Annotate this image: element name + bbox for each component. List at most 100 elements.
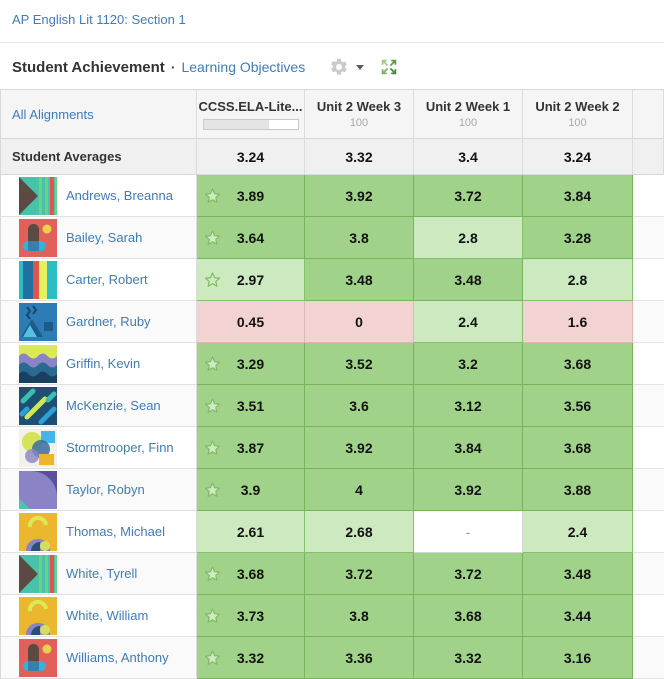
student-name-link[interactable]: White, William bbox=[66, 608, 149, 623]
student-name-link[interactable]: Gardner, Ruby bbox=[66, 314, 151, 329]
score-cell[interactable]: 3.8 bbox=[305, 217, 414, 259]
student-name-link[interactable]: Carter, Robert bbox=[66, 272, 148, 287]
score-cell[interactable]: 3.72 bbox=[414, 553, 523, 595]
score-cell[interactable]: 2.4 bbox=[414, 301, 523, 343]
score-cell[interactable]: 3.84 bbox=[414, 427, 523, 469]
score-cell[interactable]: 3.68 bbox=[197, 553, 305, 595]
score-cell[interactable]: 2.97 bbox=[197, 259, 305, 301]
score-cell[interactable]: 3.28 bbox=[523, 217, 633, 259]
score-cell[interactable]: 3.44 bbox=[523, 595, 633, 637]
score-cell[interactable]: 2.68 bbox=[305, 511, 414, 553]
student-row: Thomas, Michael 2.61 2.68 - 2.4 bbox=[1, 511, 664, 553]
score-cell[interactable]: 3.48 bbox=[305, 259, 414, 301]
score-value: 3.88 bbox=[563, 481, 592, 498]
score-cell[interactable]: 2.8 bbox=[523, 259, 633, 301]
student-name-link[interactable]: Andrews, Breanna bbox=[66, 188, 173, 203]
student-row: Taylor, Robyn 3.9 4 3.92 3.88 bbox=[1, 469, 664, 511]
score-cell[interactable]: 3.9 bbox=[197, 469, 305, 511]
score-value: 3.68 bbox=[236, 565, 265, 582]
score-cell[interactable]: 3.56 bbox=[523, 385, 633, 427]
score-cell[interactable]: 4 bbox=[305, 469, 414, 511]
course-link[interactable]: AP English Lit 1120: Section 1 bbox=[12, 12, 186, 27]
score-cell[interactable]: 3.29 bbox=[197, 343, 305, 385]
student-avatar[interactable] bbox=[19, 638, 57, 677]
score-cell[interactable]: 3.92 bbox=[305, 175, 414, 217]
score-cell[interactable]: 3.64 bbox=[197, 217, 305, 259]
score-cell[interactable]: 2.61 bbox=[197, 511, 305, 553]
student-row: White, Tyrell 3.68 3.72 3.72 3.48 bbox=[1, 553, 664, 595]
score-cell[interactable]: 3.84 bbox=[523, 175, 633, 217]
expand-button[interactable] bbox=[380, 58, 398, 76]
student-avatar[interactable] bbox=[19, 176, 57, 215]
student-avatar[interactable] bbox=[19, 596, 57, 635]
score-cell[interactable]: 3.92 bbox=[305, 427, 414, 469]
learning-objectives-link[interactable]: Learning Objectives bbox=[181, 59, 306, 75]
score-cell[interactable]: 3.6 bbox=[305, 385, 414, 427]
score-cell[interactable]: 3.72 bbox=[414, 175, 523, 217]
score-value: 2.61 bbox=[236, 523, 265, 540]
student-name-link[interactable]: Thomas, Michael bbox=[66, 524, 165, 539]
score-cell[interactable]: 3.32 bbox=[414, 637, 523, 679]
score-cell[interactable]: 3.88 bbox=[523, 469, 633, 511]
score-cell[interactable]: 3.68 bbox=[523, 427, 633, 469]
student-name-link[interactable]: Bailey, Sarah bbox=[66, 230, 143, 245]
student-avatar[interactable] bbox=[19, 428, 57, 467]
score-value: 3.51 bbox=[236, 397, 265, 414]
settings-menu-button[interactable] bbox=[329, 57, 365, 77]
empty-cell bbox=[633, 469, 664, 511]
achievement-grid: All Alignments CCSS.ELA-Lite... Unit 2 W… bbox=[0, 89, 664, 679]
column-header-ccss[interactable]: CCSS.ELA-Lite... bbox=[197, 90, 305, 139]
score-cell[interactable]: 3.68 bbox=[414, 595, 523, 637]
score-cell[interactable]: 3.92 bbox=[414, 469, 523, 511]
student-avatar[interactable] bbox=[19, 554, 57, 593]
all-alignments-link[interactable]: All Alignments bbox=[12, 106, 94, 122]
score-cell[interactable]: 3.2 bbox=[414, 343, 523, 385]
column-header-unit-2-week-1[interactable]: Unit 2 Week 1 100 bbox=[414, 90, 523, 139]
score-value: 3.89 bbox=[236, 187, 265, 204]
score-cell[interactable]: 3.32 bbox=[197, 637, 305, 679]
student-avatar[interactable] bbox=[19, 260, 57, 299]
score-cell[interactable]: 3.48 bbox=[523, 553, 633, 595]
column-header-unit-2-week-3[interactable]: Unit 2 Week 3 100 bbox=[305, 90, 414, 139]
student-avatar[interactable] bbox=[19, 512, 57, 551]
score-cell[interactable]: 3.89 bbox=[197, 175, 305, 217]
student-name-link[interactable]: Stormtrooper, Finn bbox=[66, 440, 174, 455]
score-cell[interactable]: 0 bbox=[305, 301, 414, 343]
gear-icon bbox=[331, 58, 348, 75]
score-cell[interactable]: 3.72 bbox=[305, 553, 414, 595]
student-name-link[interactable]: Taylor, Robyn bbox=[66, 482, 145, 497]
student-avatar[interactable] bbox=[19, 302, 57, 341]
score-cell[interactable]: 3.48 bbox=[414, 259, 523, 301]
student-avatar[interactable] bbox=[19, 470, 57, 509]
student-avatar[interactable] bbox=[19, 344, 57, 383]
score-cell[interactable]: 3.87 bbox=[197, 427, 305, 469]
mastery-star-icon bbox=[204, 649, 221, 665]
score-cell[interactable]: 2.8 bbox=[414, 217, 523, 259]
student-name-link[interactable]: Williams, Anthony bbox=[66, 650, 169, 665]
student-avatar[interactable] bbox=[19, 386, 57, 425]
score-cell[interactable]: 3.68 bbox=[523, 343, 633, 385]
average-value: 3.24 bbox=[523, 139, 633, 175]
score-cell[interactable]: 1.6 bbox=[523, 301, 633, 343]
student-name-cell: Williams, Anthony bbox=[1, 637, 197, 679]
score-cell[interactable]: 3.16 bbox=[523, 637, 633, 679]
empty-cell bbox=[633, 553, 664, 595]
score-value: 3.32 bbox=[454, 649, 482, 666]
student-name-link[interactable]: Griffin, Kevin bbox=[66, 356, 141, 371]
score-cell[interactable]: 0.45 bbox=[197, 301, 305, 343]
score-cell[interactable]: 3.12 bbox=[414, 385, 523, 427]
student-name-link[interactable]: McKenzie, Sean bbox=[66, 398, 161, 413]
score-cell[interactable]: 3.36 bbox=[305, 637, 414, 679]
student-avatar[interactable] bbox=[19, 218, 57, 257]
student-name-link[interactable]: White, Tyrell bbox=[66, 566, 138, 581]
score-value: 4 bbox=[355, 481, 363, 498]
score-cell[interactable]: 3.8 bbox=[305, 595, 414, 637]
score-cell[interactable]: - bbox=[414, 511, 523, 553]
score-cell[interactable]: 3.52 bbox=[305, 343, 414, 385]
score-cell[interactable]: 2.4 bbox=[523, 511, 633, 553]
column-header-unit-2-week-2[interactable]: Unit 2 Week 2 100 bbox=[523, 90, 633, 139]
score-value: 3.2 bbox=[458, 355, 478, 372]
score-cell[interactable]: 3.51 bbox=[197, 385, 305, 427]
score-value: 3.8 bbox=[349, 607, 369, 624]
score-cell[interactable]: 3.73 bbox=[197, 595, 305, 637]
